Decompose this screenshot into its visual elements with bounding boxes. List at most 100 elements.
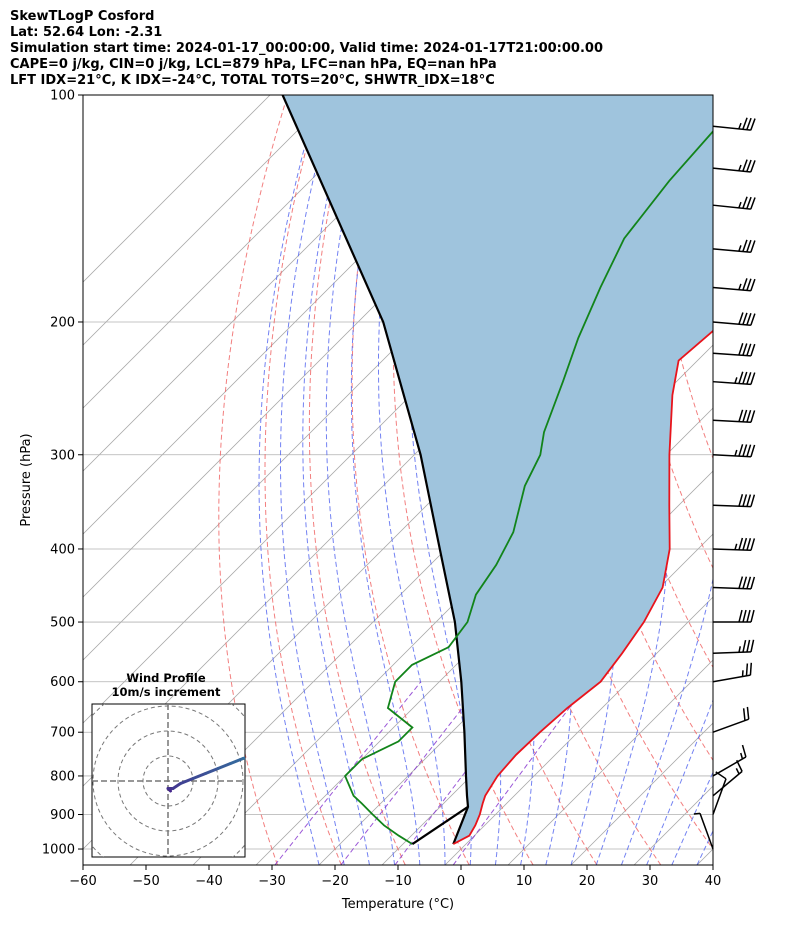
wind-barb-half-flag (738, 646, 742, 653)
hodograph-subtitle-text: 10m/s increment (111, 685, 221, 699)
wind-barb (712, 759, 743, 797)
wind-barb (712, 537, 756, 552)
dry-adiabat-line (777, 95, 794, 865)
wind-barb (712, 278, 756, 292)
lcl-dewpoint-path (411, 805, 469, 846)
wind-barb-flag (750, 118, 756, 131)
wind-barb-flag (742, 371, 748, 385)
wind-barb-staff (712, 454, 751, 458)
wind-barb-flag (746, 239, 752, 253)
axes-layer: −60 −50 −40 −30 −20 −10 0 10 20 30 40 100 200 300 400 5… (42, 89, 721, 890)
mixing-ratio-line (394, 681, 535, 865)
hodograph (92, 704, 245, 857)
y-tick-label: 100 (50, 89, 75, 104)
indices-line: LFT IDX=21°C, K IDX=-24°C, TOTAL TOTS=20… (10, 73, 495, 88)
wind-barb (712, 639, 755, 654)
wind-barb-staff (699, 813, 714, 850)
hodograph-trace-segment (204, 767, 220, 775)
isotherm-line (83, 95, 460, 472)
moist-adiabat-line (325, 95, 396, 865)
y-tick-label: 200 (50, 315, 75, 330)
x-tick-label: −30 (258, 874, 285, 889)
wind-barb-staff (712, 718, 749, 733)
x-tick-label: 0 (457, 874, 465, 889)
wind-barb-staff (712, 651, 752, 654)
x-axis-label: Temperature (°C) (341, 897, 454, 912)
wind-barb-half-flag (734, 449, 738, 457)
dry-adiabat-line (351, 95, 470, 865)
hodograph-trace-segment (191, 772, 207, 780)
wind-barb-half-flag (738, 283, 742, 290)
hodograph-trace-segment (216, 762, 232, 770)
y-tick-label: 800 (50, 769, 75, 784)
wind-barb-flag (750, 609, 755, 623)
mixing-ratio-line (274, 681, 422, 865)
wind-barb-flag (746, 639, 751, 653)
wind-barb-half-flag (738, 201, 742, 209)
hodograph-title: Wind Profile 10m/s increment (90, 671, 242, 699)
wind-barb-staff (712, 419, 751, 423)
cape-line: CAPE=0 j/kg, CIN=0 j/kg, LCL=879 hPa, LF… (10, 57, 497, 72)
x-tick-label: 10 (516, 874, 533, 889)
x-tick-label: −50 (132, 874, 159, 889)
wind-barb-flag (750, 197, 756, 210)
wind-barb-flag (746, 409, 752, 423)
wind-barb-flag (746, 159, 752, 172)
wind-barb-staff (712, 674, 751, 683)
moist-adiabat-line (620, 95, 713, 865)
x-tick-label: −60 (69, 874, 96, 889)
wind-barb-flag (746, 609, 751, 623)
wind-barb-staff (712, 352, 751, 357)
wind-barb-flag (750, 576, 756, 590)
cin-fill-area (282, 95, 713, 845)
wind-barb-flag (738, 537, 744, 551)
wind-barb-flag (750, 343, 756, 357)
wind-barb-staff (712, 548, 752, 552)
moist-adiabat-line (302, 95, 370, 865)
hodograph-trace-segment (171, 782, 182, 790)
wind-barb-flag (749, 662, 753, 676)
wind-barb-flag (742, 409, 748, 423)
isotherm-line (83, 95, 334, 346)
wind-barb-flag (742, 239, 748, 252)
x-tick-label: 40 (705, 874, 722, 889)
wind-barb-flag (746, 372, 752, 385)
y-tick-label: 600 (50, 675, 75, 690)
chart-title: SkewTLogP Cosford (10, 9, 155, 24)
wind-barb-flag (738, 409, 744, 422)
wind-barb-flag (746, 196, 752, 209)
y-tick-label: 400 (50, 542, 75, 557)
wind-barb-half-flag (738, 164, 742, 172)
wind-barb-flag (742, 708, 746, 721)
isotherm-line (444, 596, 713, 865)
moist-adiabat-line (671, 771, 713, 865)
wind-barb-flag (750, 372, 756, 385)
wind-barb (712, 706, 750, 733)
moist-adiabat-line (646, 698, 713, 865)
hodograph-trace-segment (229, 757, 245, 765)
location-line: Lat: 52.64 Lon: -2.31 (10, 25, 163, 40)
y-tick-label: 300 (50, 448, 75, 463)
isotherm-line (83, 95, 271, 283)
dry-adiabat-line (745, 95, 794, 865)
wind-barb-half-flag (735, 768, 740, 775)
wind-barb-flag (746, 576, 752, 589)
wind-barb-flag (742, 278, 748, 291)
wind-barb-flag (738, 343, 744, 356)
mixing-ratio-line (340, 681, 484, 865)
data-layer (281, 95, 713, 846)
wind-barb-flag (750, 494, 756, 507)
wind-barb-flag (745, 663, 749, 676)
wind-barb (693, 812, 714, 850)
y-tick-label: 900 (50, 808, 75, 823)
wind-barb-flag (750, 410, 756, 423)
dewpoint-profile-line (344, 130, 713, 845)
wind-barb-flag (746, 278, 752, 291)
x-tick-label: −40 (195, 874, 222, 889)
moist-adiabat-line (350, 95, 421, 865)
wind-barb-staff (712, 380, 751, 386)
wind-barb-half-flag (734, 377, 738, 384)
wind-barb-flag (738, 371, 744, 384)
time-line: Simulation start time: 2024-01-17_00:00:… (10, 41, 603, 56)
wind-barb-flag (742, 444, 748, 457)
